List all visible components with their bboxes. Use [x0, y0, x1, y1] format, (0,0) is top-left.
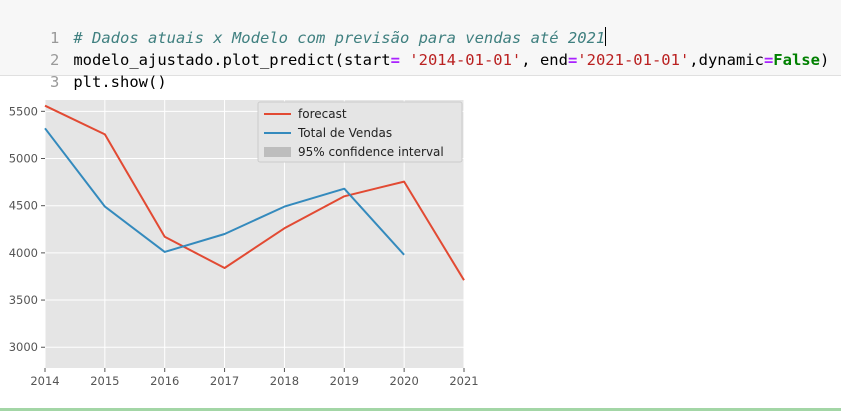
text-cursor: [605, 27, 607, 46]
line-number: 1: [49, 29, 60, 47]
y-tick-label: 3000: [9, 340, 38, 354]
code-string-start: '2014-01-01': [399, 51, 522, 69]
y-tick-label: 5500: [9, 104, 38, 118]
legend-patch-swatch: [264, 147, 291, 157]
code-text: ,dynamic: [689, 51, 764, 69]
series-line-forecast: [44, 104, 465, 281]
x-tick-label: 2019: [330, 374, 359, 388]
y-axis-ticks: 3000 3500 4000 4500 5000 5500: [9, 104, 45, 354]
code-comment: # Dados atuais x Modelo com previsão par…: [73, 29, 606, 47]
x-tick-label: 2018: [270, 374, 299, 388]
code-line-1: 1 # Dados atuais x Modelo com previsão pa…: [0, 5, 607, 47]
x-tick-label: 2021: [449, 374, 478, 388]
code-text: ): [819, 51, 830, 69]
y-tick-label: 4500: [9, 199, 38, 213]
code-operator: =: [567, 51, 578, 69]
cell-bottom-border: [0, 408, 841, 411]
series-group: [44, 104, 465, 281]
x-tick-label: 2016: [150, 374, 179, 388]
legend-box: [257, 101, 463, 163]
line-number: 2: [49, 51, 60, 69]
x-tick-label: 2014: [30, 374, 59, 388]
y-tick-label: 3500: [9, 293, 38, 307]
x-axis-ticks: 2014 2015 2016 2017 2018 2019 2020 2021: [30, 368, 479, 388]
code-text: plt.show(): [73, 73, 167, 91]
x-tick-label: 2020: [390, 374, 419, 388]
x-tick-label: 2017: [210, 374, 239, 388]
line-number: 3: [49, 73, 60, 91]
code-call: modelo_ajustado.plot_predict(start: [73, 51, 391, 69]
code-keyword-false: False: [773, 51, 820, 69]
y-tick-label: 4000: [9, 246, 38, 260]
legend-label: 95% confidence interval: [298, 145, 444, 159]
x-tick-label: 2015: [90, 374, 119, 388]
code-string-end: '2021-01-01': [577, 51, 690, 69]
y-tick-label: 5000: [9, 152, 38, 166]
legend-label: forecast: [298, 107, 347, 121]
code-operator: =: [390, 51, 400, 69]
legend-label: Total de Vendas: [297, 126, 392, 140]
code-line-2: 2 modelo_ajustado.plot_predict(start= '20…: [0, 27, 829, 69]
code-line-3: 3 plt.show(): [0, 49, 167, 91]
plot-output: 3000 3500 4000 4500 5000 5500 2014 2015 2016 201…: [0, 76, 841, 411]
legend: forecast Total de Vendas 95% confidence in…: [257, 101, 463, 163]
code-cell[interactable]: 1 # Dados atuais x Modelo com previsão pa…: [0, 0, 841, 91]
code-text: , end: [521, 51, 568, 69]
series-line-total-de-vendas: [44, 127, 405, 256]
code-operator: =: [763, 51, 774, 69]
